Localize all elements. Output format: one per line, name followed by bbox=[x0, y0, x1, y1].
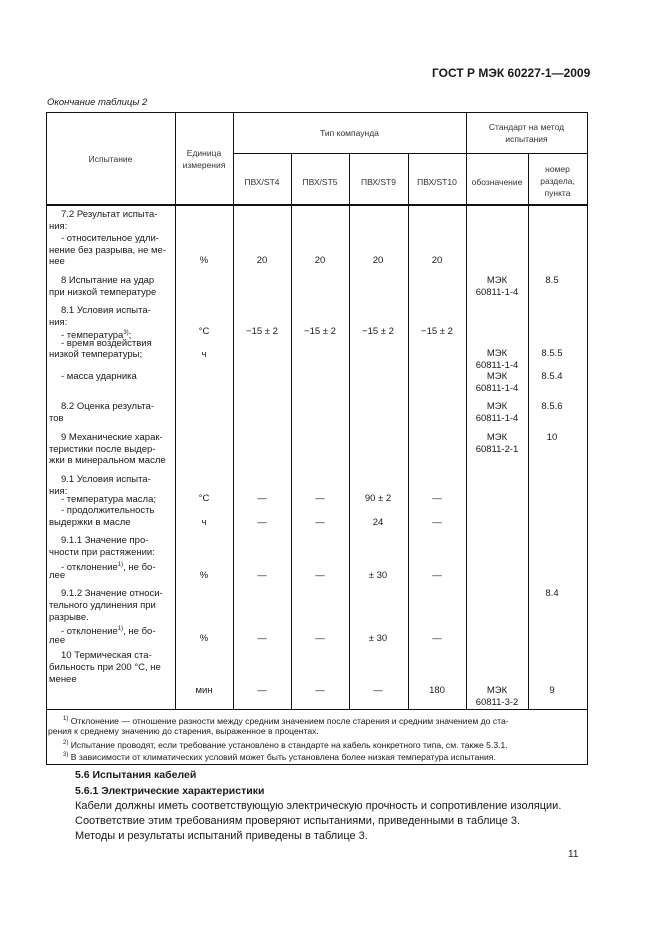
col-header-st10: ПВХ/ST10 bbox=[417, 177, 457, 187]
subsection-heading: 5.6.1 Электрические характеристики bbox=[75, 785, 265, 797]
paragraph: Методы и результаты испытаний приведены … bbox=[75, 830, 368, 842]
paragraph: Соответствие этим требованиям проверяют … bbox=[75, 815, 521, 827]
col-header-standard: Стандарт на метод испытания bbox=[488, 122, 565, 144]
table-caption: Окончание таблицы 2 bbox=[47, 97, 148, 108]
col-header-designation: обозначение bbox=[471, 177, 523, 187]
col-header-st9: ПВХ/ST9 bbox=[360, 177, 397, 187]
col-header-st5: ПВХ/ST5 bbox=[302, 177, 338, 187]
col-header-st4: ПВХ/ST4 bbox=[244, 177, 280, 187]
col-header-clause: номер раздела, пункта bbox=[540, 164, 575, 198]
page-number: 11 bbox=[568, 849, 579, 860]
document-header: ГОСТ Р МЭК 60227-1—2009 bbox=[432, 66, 591, 80]
col-header-test: Испытание bbox=[88, 154, 133, 164]
section-heading: 5.6 Испытания кабелей bbox=[75, 769, 197, 781]
col-header-unit: Единица измерения bbox=[182, 148, 226, 170]
col-header-compound: Тип компаунда bbox=[320, 128, 379, 138]
paragraph: Кабели должны иметь соответствующую элек… bbox=[75, 800, 562, 812]
